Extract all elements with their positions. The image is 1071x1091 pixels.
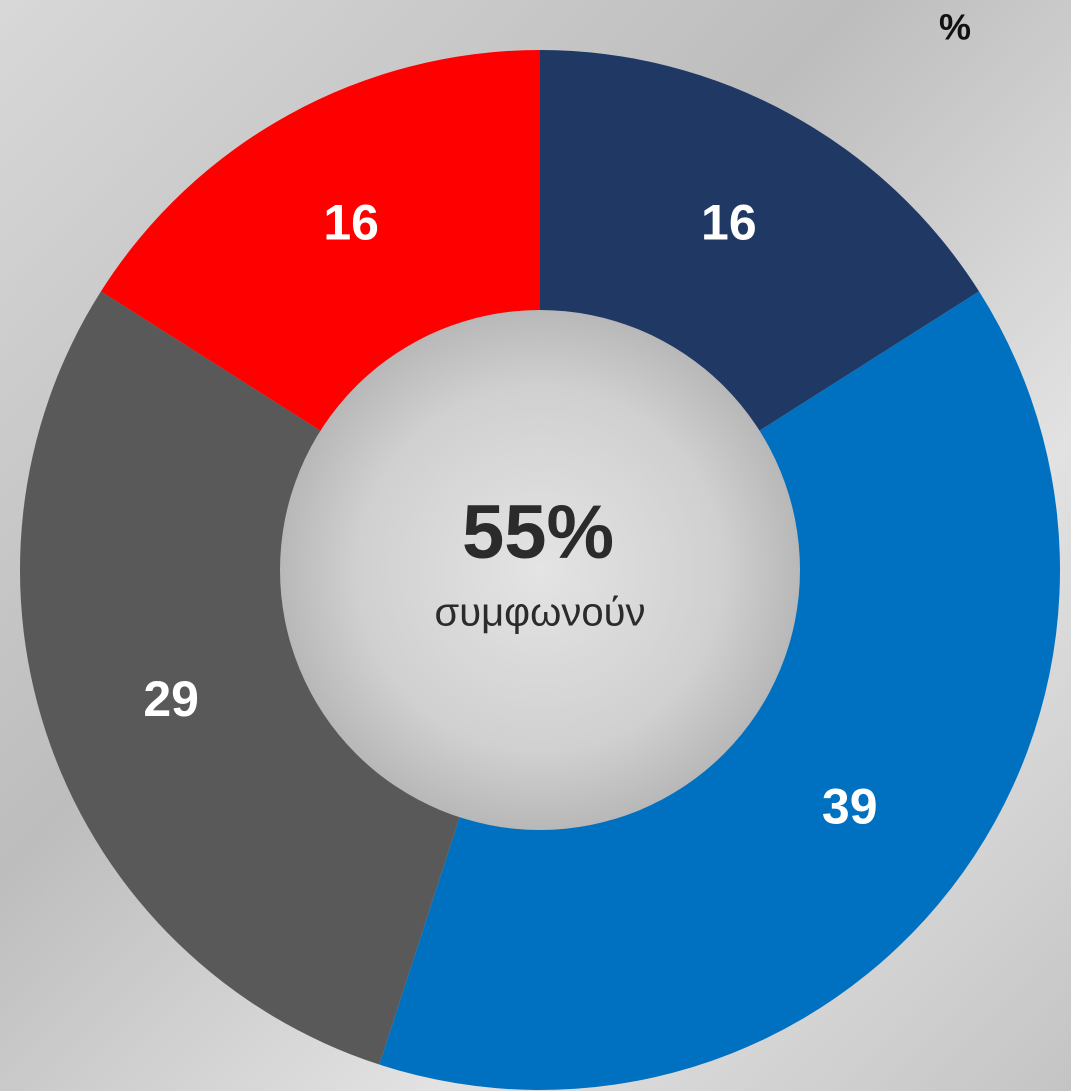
center-text: συμφωνούν bbox=[435, 591, 646, 635]
donut-hole bbox=[280, 310, 800, 830]
data-label: 39 bbox=[822, 778, 878, 834]
unit-label: % bbox=[939, 7, 971, 48]
data-label: 16 bbox=[701, 195, 757, 251]
wedge bbox=[19, 291, 541, 1065]
center-value: 55% bbox=[462, 490, 614, 575]
data-label: 29 bbox=[143, 671, 199, 727]
data-label: 16 bbox=[323, 195, 379, 251]
